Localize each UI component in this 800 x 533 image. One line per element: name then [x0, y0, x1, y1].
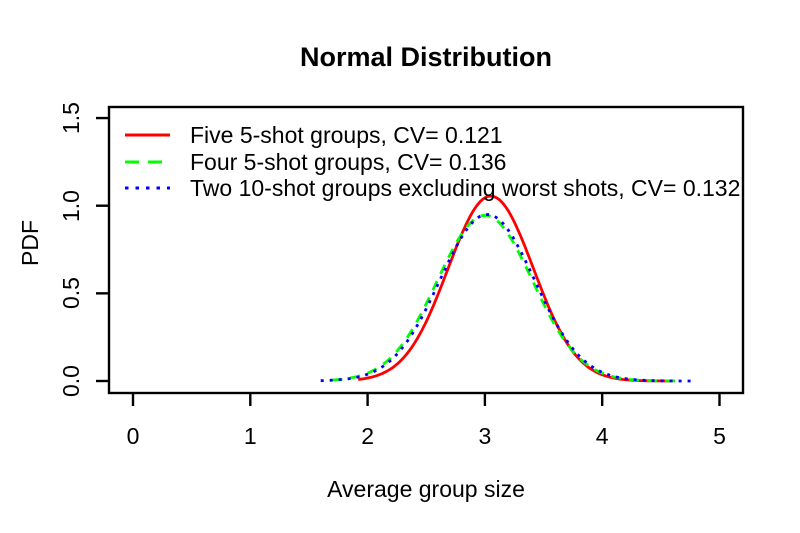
legend-label-1: Four 5-shot groups, CV= 0.136 [190, 148, 507, 175]
legend-line-sample-solid [125, 133, 170, 137]
x-tick-label-0: 0 [126, 423, 140, 449]
x-tick-label-1: 1 [243, 423, 257, 449]
plot-box [107, 105, 745, 395]
legend-row-1: Four 5-shot groups, CV= 0.136 [125, 149, 740, 176]
legend-row-0: Five 5-shot groups, CV= 0.121 [125, 122, 740, 149]
chart-title: Normal Distribution [299, 42, 552, 72]
x-axis-label: Average group size [327, 476, 525, 502]
x-tick-label-2: 2 [361, 423, 374, 449]
x-tick-label-5: 5 [713, 423, 726, 449]
legend-line-sample-dotted [125, 186, 170, 190]
series-curve-1 [332, 213, 680, 383]
y-tick-label-0.5: 0.5 [58, 277, 84, 310]
x-tick-label-3: 3 [478, 423, 492, 449]
legend-label-0: Five 5-shot groups, CV= 0.121 [190, 122, 503, 148]
legend-row-2: Two 10-shot groups excluding worst shots… [125, 175, 740, 202]
y-tick-label-0.0: 0.0 [58, 365, 84, 397]
legend-label-2: Two 10-shot groups excluding worst shots… [190, 175, 741, 201]
legend-line-sample-dashed [125, 160, 170, 164]
series-curve-2 [320, 213, 694, 383]
y-tick-label-1.0: 1.0 [58, 189, 84, 222]
legend: Five 5-shot groups, CV= 0.121 Four 5-shot… [125, 122, 740, 202]
y-tick-label-1.5: 1.5 [58, 102, 84, 135]
x-tick-label-4: 4 [595, 423, 609, 449]
series-curve-0 [358, 194, 673, 383]
